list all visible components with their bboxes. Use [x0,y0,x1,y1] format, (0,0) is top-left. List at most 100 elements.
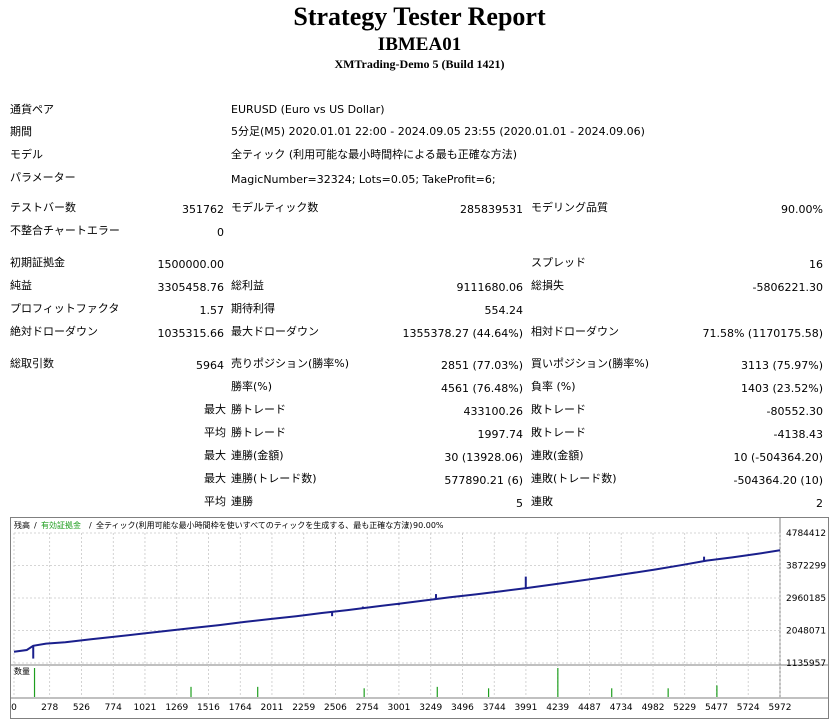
y-tick-label: 4784412 [786,529,826,539]
x-tick-label: 1516 [197,703,220,713]
x-tick-label: 3001 [387,703,410,713]
params-value: MagicNumber=32324; Lots=0.05; TakeProfit… [231,173,496,186]
avg-win-value: 1997.74 [477,428,524,441]
gross-profit-label: 総利益 [231,279,264,292]
short-positions-value: 2851 (77.03%) [440,359,523,372]
x-tick-label: 2011 [260,703,283,713]
chart-grid [10,517,829,699]
y-tick-label: 3872299 [786,562,826,572]
spread-value: 16 [809,258,823,271]
model-value: 全ティック (利用可能な最小時間枠による最も正確な方法) [231,148,518,161]
period-value: 5分足(M5) 2020.01.01 22:00 - 2024.09.05 23… [231,125,645,138]
avg-loss-value: -4138.43 [773,428,823,441]
x-tick-label: 3249 [419,703,442,713]
y-tick-label: 2960185 [786,594,826,604]
max-drawdown-label: 最大ドローダウン [231,325,319,338]
short-positions-label: 売りポジション(勝率%) [231,357,350,370]
avg-win-label: 勝トレード [231,426,286,439]
legend-separator: / [406,521,409,530]
ticks-value: 285839531 [460,203,523,216]
payoff-label: 期待利得 [231,302,275,315]
period-label: 期間 [10,125,32,138]
legend-separator: / [34,521,37,530]
balance-chart: 4784412 3872299 2960185 2048071 1135957 0 278 5… [10,517,829,719]
ticks-label: モデルティック数 [231,201,319,214]
largest-row-label: 最大 [204,403,226,416]
max-consec-row-label: 最大 [204,449,226,462]
x-tick-label: 2506 [324,703,347,713]
x-tick-label: 3496 [451,703,474,713]
balance-line [13,549,781,653]
legend-separator: / [89,521,92,530]
balance-plot [13,549,781,659]
max-consec-losses-value: 10 (-504364.20) [733,451,823,464]
legend-quality: 90.00% [413,521,444,530]
gross-loss-label: 総損失 [531,279,564,292]
errors-value: 0 [217,226,224,239]
avg-consec-losses-value: 2 [816,497,823,510]
x-tick-label: 4982 [642,703,665,713]
max-consec-profit-label: 連勝(トレード数) [231,472,317,485]
legend-model: 全ティック(利用可能な最小時間枠を使いすべてのティックを生成する、最も正確な方法… [96,520,412,530]
max-consec-wins-value: 30 (13928.06) [444,451,523,464]
rel-drawdown-label: 相対ドローダウン [531,325,619,338]
params-label: パラメーター [10,171,76,184]
abs-drawdown-value: 1035315.66 [157,327,224,340]
gross-profit-value: 9111680.06 [456,281,523,294]
avg-consec-row-label: 平均 [204,495,226,508]
x-tick-label: 4734 [610,703,633,713]
x-tick-label: 2754 [356,703,379,713]
x-tick-label: 5229 [673,703,696,713]
modeling-value: 90.00% [781,203,823,216]
x-tick-label: 5477 [705,703,728,713]
x-tick-label: 5972 [769,703,792,713]
max-consec-profit-value: 577890.21 (6) [444,474,523,487]
legend-balance: 残高 [14,520,30,530]
x-tick-label: 0 [11,703,17,713]
rel-drawdown-value: 71.58% (1170175.58) [702,327,823,340]
x-tick-label: 278 [41,703,58,713]
avg-loss-label: 敗トレード [531,426,586,439]
gross-loss-value: -5806221.30 [752,281,823,294]
x-tick-label: 2259 [292,703,315,713]
win-rate-label: 勝率(%) [231,380,273,393]
chart-legend: 残高 / 有効証拠金 / 全ティック(利用可能な最小時間枠を使いすべてのティック… [14,520,444,530]
volume-plot [33,668,718,697]
bars-value: 351762 [182,203,224,216]
total-trades-value: 5964 [196,359,224,372]
max-consec-loss-label: 連敗(トレード数) [531,472,617,485]
symbol-label: 通貨ペア [10,103,54,116]
symbol-value: EURUSD (Euro vs US Dollar) [231,103,385,116]
average-row-label: 平均 [204,426,226,439]
profit-factor-value: 1.57 [199,304,225,317]
server-name: XMTrading-Demo 5 (Build 1421) [334,57,505,71]
net-value: 3305458.76 [157,281,224,294]
largest-loss-label: 敗トレード [531,403,586,416]
x-tick-label: 4239 [546,703,569,713]
largest-win-label: 勝トレード [231,403,286,416]
report-title: Strategy Tester Report [293,2,546,31]
spread-label: スプレッド [531,256,586,269]
max-consec-losses-label: 連敗(金額) [531,449,584,462]
x-tick-label: 1021 [134,703,157,713]
deposit-value: 1500000.00 [157,258,224,271]
x-tick-label: 3744 [483,703,506,713]
chart-frame [10,517,829,719]
model-label: モデル [10,148,43,161]
largest-win-value: 433100.26 [463,405,524,418]
x-tick-label: 3991 [514,703,537,713]
x-tick-label: 1269 [165,703,188,713]
bars-label: テストバー数 [10,201,76,214]
x-tick-label: 1764 [229,703,252,713]
axis-labels: 4784412 3872299 2960185 2048071 1135957 0 278 5… [11,529,826,713]
loss-rate-label: 負率 (%) [531,380,576,393]
win-rate-value: 4561 (76.48%) [440,382,523,395]
y-tick-label: 2048071 [786,627,826,637]
legend-equity: 有効証拠金 [41,520,81,530]
long-positions-label: 買いポジション(勝率%) [531,357,650,370]
total-trades-label: 総取引数 [10,357,54,370]
volume-label: 数量 [14,666,30,676]
y-tick-label: 1135957 [786,659,826,669]
avg-consec-wins-label: 連勝 [231,495,253,508]
max-consec-loss-value: -504364.20 (10) [733,474,823,487]
